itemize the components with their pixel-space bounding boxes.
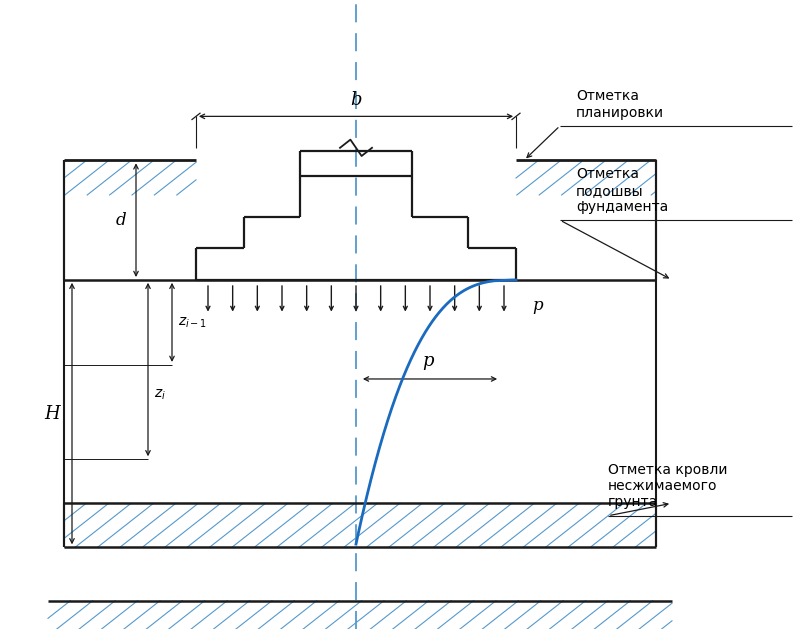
Bar: [64, 160, 196, 195]
Text: b: b: [350, 91, 362, 109]
Text: p: p: [422, 352, 434, 369]
Text: $z_{i-1}$: $z_{i-1}$: [178, 315, 208, 330]
Text: Отметка
планировки: Отметка планировки: [576, 89, 664, 120]
Text: p: p: [532, 296, 542, 314]
Text: $z_i$: $z_i$: [154, 387, 166, 402]
Text: Отметка кровли
несжимаемого
грунта: Отметка кровли несжимаемого грунта: [608, 463, 727, 509]
Text: H: H: [44, 404, 60, 423]
Text: d: d: [116, 211, 126, 229]
Text: Отметка
подошвы
фундамента: Отметка подошвы фундамента: [576, 167, 668, 214]
Bar: [64, 503, 656, 547]
Bar: [48, 601, 672, 629]
Bar: [516, 160, 656, 195]
